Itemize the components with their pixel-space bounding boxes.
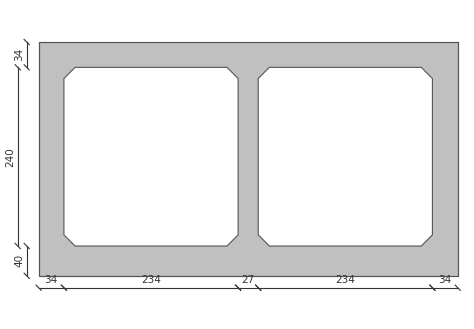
Polygon shape	[38, 42, 458, 276]
Text: 234: 234	[141, 275, 161, 286]
Text: 40: 40	[15, 254, 25, 267]
Text: 234: 234	[336, 275, 355, 286]
Text: 34: 34	[438, 275, 452, 286]
Polygon shape	[258, 67, 432, 246]
Text: 34: 34	[15, 48, 25, 61]
Text: 27: 27	[242, 275, 255, 286]
Polygon shape	[64, 67, 238, 246]
Text: 240: 240	[6, 147, 16, 166]
Text: 34: 34	[45, 275, 58, 286]
